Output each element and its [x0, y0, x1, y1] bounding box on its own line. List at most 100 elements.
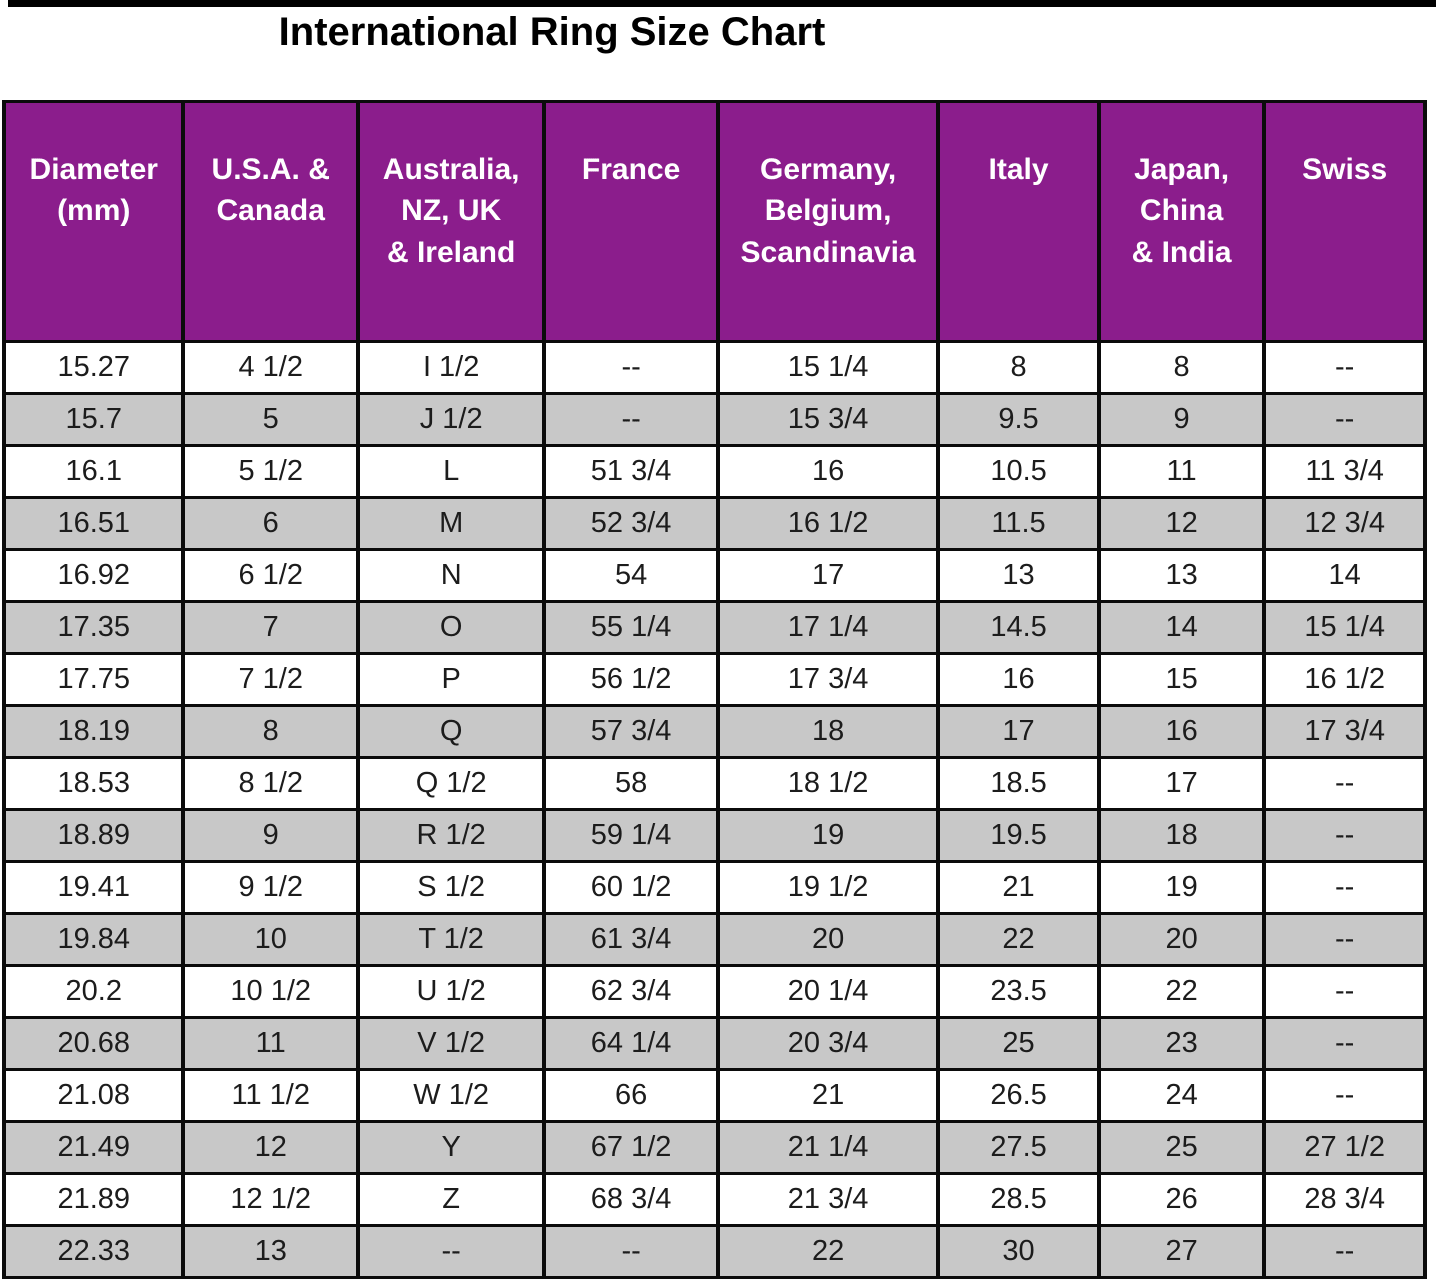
table-cell: 14: [1262, 548, 1427, 603]
table-cell: 18: [715, 704, 941, 759]
table-row: 16.1 5 1/2 L 51 3/4 16 10.5 11 11 3/4: [1, 444, 1427, 499]
table-cell: 13: [181, 1224, 360, 1279]
table-cell: 17 3/4: [1262, 704, 1427, 759]
table-cell: --: [1262, 392, 1427, 447]
table-cell: 14.5: [936, 600, 1101, 655]
table-cell: 21.49: [1, 1120, 186, 1175]
table-cell: 57 3/4: [542, 704, 720, 759]
table-cell: 15 1/4: [715, 340, 941, 395]
table-cell: --: [542, 340, 720, 395]
table-row: 17.75 7 1/2 P 56 1/2 17 3/4 16 15 16 1/2: [1, 652, 1427, 707]
table-row: 22.33 13 -- -- 22 30 27 --: [1, 1224, 1427, 1279]
table-cell: 19: [1096, 860, 1267, 915]
table-row: 18.19 8 Q 57 3/4 18 17 16 17 3/4: [1, 704, 1427, 759]
table-cell: I 1/2: [355, 340, 547, 395]
table-cell: 21 1/4: [715, 1120, 941, 1175]
table-cell: 16 1/2: [1262, 652, 1427, 707]
table-row: 21.49 12 Y 67 1/2 21 1/4 27.5 25 27 1/2: [1, 1120, 1427, 1175]
table-cell: 62 3/4: [542, 964, 720, 1019]
header-cell-japan-china-india: Japan, China & India: [1096, 100, 1267, 343]
table-cell: 20.2: [1, 964, 186, 1019]
table-cell: 6: [181, 496, 360, 551]
table-cell: 9: [1096, 392, 1267, 447]
table-cell: 12: [181, 1120, 360, 1175]
table-cell: 9.5: [936, 392, 1101, 447]
table-cell: 19.5: [936, 808, 1101, 863]
table-cell: 20: [715, 912, 941, 967]
table-cell: 68 3/4: [542, 1172, 720, 1227]
table-cell: R 1/2: [355, 808, 547, 863]
table-cell: 28.5: [936, 1172, 1101, 1227]
table-cell: 26.5: [936, 1068, 1101, 1123]
table-cell: 16.51: [1, 496, 186, 551]
table-cell: --: [1262, 912, 1427, 967]
table-cell: 19.84: [1, 912, 186, 967]
page-title: International Ring Size Chart: [278, 10, 826, 54]
table-cell: M: [355, 496, 547, 551]
table-cell: 14: [1096, 600, 1267, 655]
header-row: Diameter (mm) U.S.A. & Canada Australia,…: [1, 100, 1427, 343]
table-cell: 21.08: [1, 1068, 186, 1123]
table-cell: S 1/2: [355, 860, 547, 915]
table-cell: Z: [355, 1172, 547, 1227]
table-cell: --: [1262, 1068, 1427, 1123]
table-row: 16.51 6 M 52 3/4 16 1/2 11.5 12 12 3/4: [1, 496, 1427, 551]
table-row: 21.89 12 1/2 Z 68 3/4 21 3/4 28.5 26 28 3/4: [1, 1172, 1427, 1227]
table-cell: 20 1/4: [715, 964, 941, 1019]
table-cell: 22: [715, 1224, 941, 1279]
table-cell: N: [355, 548, 547, 603]
table-cell: 15: [1096, 652, 1267, 707]
table-cell: 12 3/4: [1262, 496, 1427, 551]
table-cell: 10 1/2: [181, 964, 360, 1019]
table-row: 20.68 11 V 1/2 64 1/4 20 3/4 25 23 --: [1, 1016, 1427, 1071]
table-row: 19.41 9 1/2 S 1/2 60 1/2 19 1/2 21 19 --: [1, 860, 1427, 915]
table-cell: 17 3/4: [715, 652, 941, 707]
table-cell: 19: [715, 808, 941, 863]
table-cell: 11 1/2: [181, 1068, 360, 1123]
table-cell: 66: [542, 1068, 720, 1123]
table-cell: 5: [181, 392, 360, 447]
table-cell: 51 3/4: [542, 444, 720, 499]
table-cell: 17: [936, 704, 1101, 759]
table-cell: T 1/2: [355, 912, 547, 967]
table-body: 15.27 4 1/2 I 1/2 -- 15 1/4 8 8 -- 15.7 5 J 1/2 -- 1…: [1, 340, 1427, 1279]
table-cell: 22: [936, 912, 1101, 967]
table-cell: --: [542, 392, 720, 447]
table-row: 19.84 10 T 1/2 61 3/4 20 22 20 --: [1, 912, 1427, 967]
header-cell-usa-canada: U.S.A. & Canada: [181, 100, 360, 343]
table-cell: 26: [1096, 1172, 1267, 1227]
table-cell: 27: [1096, 1224, 1267, 1279]
table-cell: --: [355, 1224, 547, 1279]
table-cell: 19 1/2: [715, 860, 941, 915]
table-cell: 22: [1096, 964, 1267, 1019]
table-cell: 55 1/4: [542, 600, 720, 655]
table-cell: 25: [1096, 1120, 1267, 1175]
table-cell: --: [1262, 808, 1427, 863]
table-cell: 27 1/2: [1262, 1120, 1427, 1175]
table-cell: 13: [936, 548, 1101, 603]
table-cell: 56 1/2: [542, 652, 720, 707]
header-cell-italy: Italy: [936, 100, 1101, 343]
table-cell: 16 1/2: [715, 496, 941, 551]
table-cell: 7 1/2: [181, 652, 360, 707]
table-cell: 59 1/4: [542, 808, 720, 863]
table-cell: 4 1/2: [181, 340, 360, 395]
table-row: 18.89 9 R 1/2 59 1/4 19 19.5 18 --: [1, 808, 1427, 863]
table-cell: 27.5: [936, 1120, 1101, 1175]
table-cell: 7: [181, 600, 360, 655]
table-cell: 67 1/2: [542, 1120, 720, 1175]
table-cell: 24: [1096, 1068, 1267, 1123]
table-cell: W 1/2: [355, 1068, 547, 1123]
table-cell: 23: [1096, 1016, 1267, 1071]
table-row: 17.35 7 O 55 1/4 17 1/4 14.5 14 15 1/4: [1, 600, 1427, 655]
table-cell: 16: [715, 444, 941, 499]
table-cell: O: [355, 600, 547, 655]
ring-size-table: Diameter (mm) U.S.A. & Canada Australia,…: [1, 100, 1427, 1279]
table-cell: 16: [1096, 704, 1267, 759]
table-row: 16.92 6 1/2 N 54 17 13 13 14: [1, 548, 1427, 603]
table-cell: P: [355, 652, 547, 707]
table-cell: 16: [936, 652, 1101, 707]
table-cell: V 1/2: [355, 1016, 547, 1071]
table-row: 15.27 4 1/2 I 1/2 -- 15 1/4 8 8 --: [1, 340, 1427, 395]
table-cell: 13: [1096, 548, 1267, 603]
